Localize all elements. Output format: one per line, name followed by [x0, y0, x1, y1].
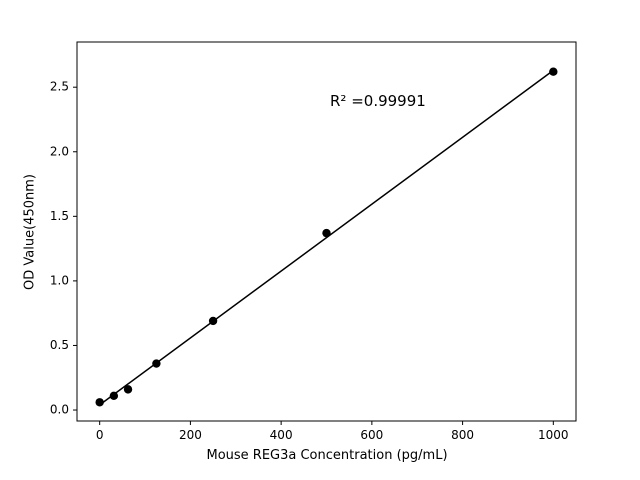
- x-tick-label: 800: [451, 428, 474, 442]
- fit-line: [99, 69, 554, 406]
- data-point: [322, 228, 331, 238]
- y-tick-label: 0.0: [50, 403, 69, 417]
- x-tick-label: 1000: [538, 428, 569, 442]
- data-point: [109, 391, 119, 401]
- x-tick-label: 0: [96, 428, 104, 442]
- plot-frame: [76, 41, 577, 422]
- y-tick-label: 2.5: [50, 80, 69, 94]
- data-point: [123, 385, 133, 394]
- data-point: [208, 316, 218, 326]
- x-tick-label: 200: [179, 428, 202, 442]
- data-point: [95, 398, 104, 407]
- x-axis-label: Mouse REG3a Concentration (pg/mL): [206, 448, 448, 463]
- data-point: [549, 67, 558, 76]
- x-tick-label: 600: [360, 428, 383, 442]
- y-axis-label: OD Value(450nm): [22, 174, 38, 290]
- x-tick-label: 400: [270, 428, 293, 442]
- data-point: [152, 359, 161, 368]
- y-tick-label: 0.5: [50, 338, 69, 352]
- r-squared-annotation: R² =0.99991: [330, 92, 426, 110]
- y-tick-label: 2.0: [50, 144, 69, 158]
- y-tick-label: 1.0: [50, 273, 69, 287]
- y-tick-label: 1.5: [50, 209, 69, 223]
